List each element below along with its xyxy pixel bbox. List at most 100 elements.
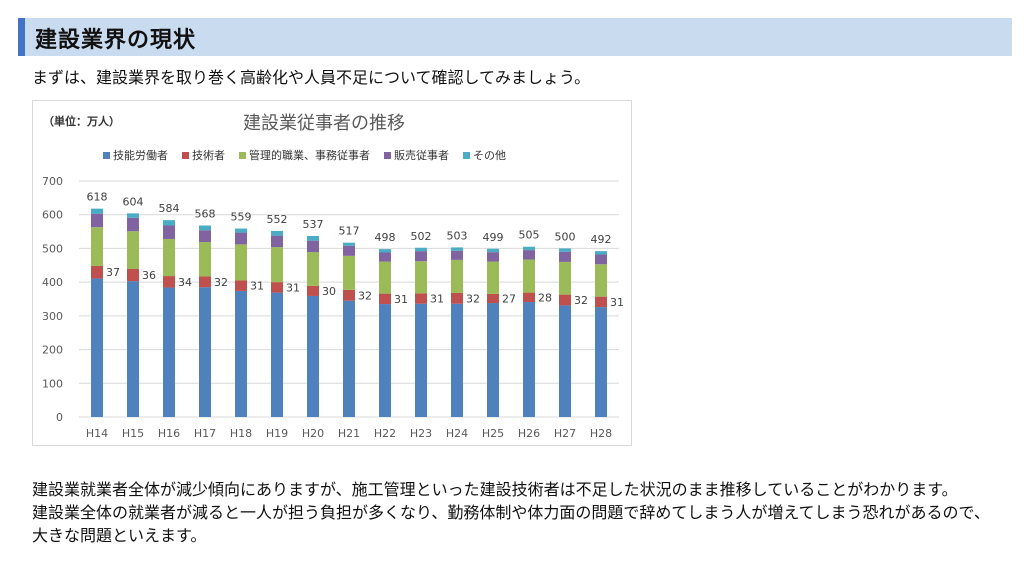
technician-label: 27: [502, 292, 516, 305]
bar-segment: [487, 293, 499, 304]
total-label: 604: [123, 195, 144, 208]
legend-swatch: [182, 151, 189, 159]
bar-segment: [559, 261, 571, 295]
y-tick-label: 100: [42, 377, 63, 390]
stacked-bar-chart: 0 100 200 300 400 500 600 700 618 37 H14 604 36 H15 58…: [42, 175, 624, 440]
bar-segment: [235, 228, 247, 233]
bar-segment: [523, 250, 535, 260]
chart-container: 0 100 200 300 400 500 600 700 618 37 H14 604 36 H15 58…: [32, 100, 632, 446]
bar-segment: [307, 295, 319, 417]
bar-segment: [271, 247, 283, 283]
legend-item: 管理的職業、事務従事者: [239, 147, 370, 163]
bar-segment: [595, 296, 607, 308]
bar-segment: [451, 259, 463, 293]
x-tick-label: H27: [554, 427, 576, 440]
bar-segment: [127, 213, 139, 218]
x-tick-label: H26: [518, 427, 540, 440]
total-label: 537: [303, 218, 324, 231]
body-paragraph-1: 建設業就業者全体が減少傾向にありますが、施工管理といった建設技術者は不足した状況…: [32, 480, 958, 499]
bar-segment: [271, 282, 283, 293]
legend-label: 技術者: [192, 149, 225, 162]
x-tick-label: H19: [266, 427, 288, 440]
total-label: 498: [375, 231, 396, 244]
chart-title: 建設業従事者の推移: [243, 113, 405, 134]
legend-label: その他: [473, 149, 506, 162]
x-tick-label: H23: [410, 427, 432, 440]
bar-segment: [415, 251, 427, 262]
bar-segment: [487, 303, 499, 417]
legend-label: 技能労働者: [113, 149, 168, 162]
bar-segment: [379, 293, 391, 305]
total-label: 500: [555, 230, 576, 243]
x-tick-label: H16: [158, 427, 180, 440]
total-label: 499: [483, 231, 504, 244]
bar-segment: [451, 250, 463, 260]
bar-segment: [451, 303, 463, 417]
technician-label: 36: [142, 269, 156, 282]
bar-segment: [271, 235, 283, 248]
bar-segment: [307, 235, 319, 241]
y-tick-label: 300: [42, 310, 63, 323]
legend-item: 販売従事者: [384, 147, 449, 163]
bar-segment: [523, 246, 535, 251]
technician-label: 32: [466, 292, 480, 305]
bar-segment: [163, 220, 175, 226]
bar-segment: [595, 251, 607, 255]
bar-segment: [415, 293, 427, 304]
bar-segment: [307, 240, 319, 253]
total-label: 502: [411, 230, 432, 243]
x-tick-label: H18: [230, 427, 252, 440]
legend-item: 技術者: [182, 147, 225, 163]
bar-segment: [379, 252, 391, 262]
bar-segment: [379, 249, 391, 253]
bar-segment: [595, 254, 607, 265]
bar-segment: [127, 268, 139, 282]
legend-label: 販売従事者: [394, 149, 449, 162]
bar-segment: [343, 245, 355, 256]
bar-segment: [487, 248, 499, 253]
chart-legend: 技能労働者 技術者 管理的職業、事務従事者 販売従事者 その他: [103, 147, 506, 163]
bar-segment: [235, 232, 247, 245]
bar-segment: [199, 242, 211, 277]
bar-segment: [235, 290, 247, 417]
bar-segment: [415, 303, 427, 417]
x-tick-label: H14: [86, 427, 108, 440]
y-tick-label: 700: [42, 175, 63, 188]
bar-segment: [307, 252, 319, 286]
total-label: 492: [591, 233, 612, 246]
bar-segment: [271, 292, 283, 417]
total-label: 517: [339, 225, 360, 238]
legend-swatch: [384, 151, 391, 159]
total-label: 618: [87, 191, 108, 204]
bar-segment: [127, 231, 139, 269]
bar-segment: [271, 230, 283, 236]
bar-segment: [379, 261, 391, 294]
legend-swatch: [103, 151, 110, 159]
bar-segment: [163, 276, 175, 288]
y-tick-label: 500: [42, 242, 63, 255]
legend-label: 管理的職業、事務従事者: [249, 149, 370, 162]
bar-segment: [487, 252, 499, 262]
technician-label: 32: [574, 294, 588, 307]
bar-segment: [415, 261, 427, 294]
bar-segment: [91, 278, 103, 417]
technician-label: 31: [250, 280, 264, 293]
bar-segment: [559, 294, 571, 306]
total-label: 584: [159, 202, 180, 215]
bar-segment: [127, 281, 139, 417]
bar-segment: [235, 280, 247, 291]
bar-segment: [451, 292, 463, 304]
bar-segment: [343, 300, 355, 417]
x-tick-label: H24: [446, 427, 468, 440]
bar-segment: [523, 302, 535, 417]
bar-segment: [91, 227, 103, 266]
bar-segment: [163, 238, 175, 277]
bar-segment: [199, 230, 211, 243]
bar-segment: [199, 287, 211, 417]
x-tick-label: H21: [338, 427, 360, 440]
technician-label: 32: [358, 289, 372, 302]
total-label: 505: [519, 229, 540, 242]
bar-segment: [307, 285, 319, 296]
bar-segment: [163, 225, 175, 239]
bar-segment: [523, 259, 535, 293]
